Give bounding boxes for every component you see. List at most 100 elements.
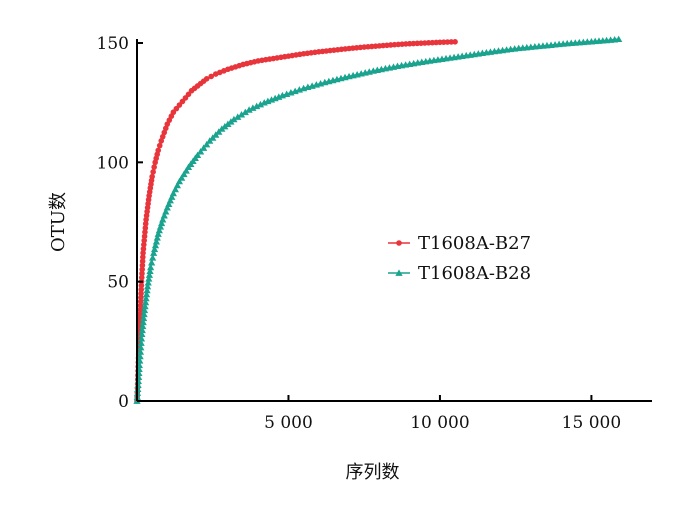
data-point (208, 73, 215, 80)
data-point (230, 115, 238, 123)
data-point (140, 250, 146, 256)
data-point (140, 314, 148, 322)
data-point (150, 245, 159, 253)
data-point (138, 286, 145, 293)
data-point (138, 290, 144, 297)
data-point (142, 294, 150, 302)
y-tick-label: 0 (118, 392, 129, 412)
data-point (138, 330, 146, 338)
data-point (138, 274, 145, 281)
data-point (249, 104, 257, 111)
data-point (234, 113, 242, 120)
data-point (141, 302, 149, 310)
data-point (155, 147, 162, 154)
data-point (137, 298, 144, 305)
legend-label: T1608A-B27 (418, 233, 531, 254)
data-point (141, 237, 147, 244)
x-tick-label: 10 000 (410, 413, 469, 433)
legend: T1608A-B27 T1608A-B28 (388, 233, 531, 284)
data-point (180, 170, 188, 178)
y-tick-label: 150 (97, 34, 129, 54)
data-point (154, 230, 162, 237)
data-point (140, 306, 149, 314)
data-point (148, 258, 156, 266)
data-point (182, 167, 190, 174)
data-point (144, 282, 152, 290)
data-point (147, 263, 155, 271)
data-point (156, 142, 163, 149)
data-point (145, 271, 154, 278)
data-point (139, 322, 147, 330)
data-point (241, 108, 249, 116)
data-point (141, 233, 148, 240)
data-point (139, 270, 145, 277)
data-point (140, 310, 148, 318)
data-point (151, 241, 160, 249)
axes: 0 50 100 150 5 000 10 000 15 000 序列数 OTU数 (48, 34, 652, 483)
series-layer (133, 35, 623, 404)
data-point (153, 234, 161, 241)
x-axis-label: 序列数 (346, 462, 400, 483)
data-point (142, 290, 151, 298)
data-point (137, 339, 145, 346)
legend-label: T1608A-B28 (418, 263, 531, 284)
data-point (142, 220, 149, 227)
data-point (162, 208, 170, 215)
data-point (175, 177, 184, 185)
data-point (256, 100, 265, 108)
data-point (149, 173, 155, 180)
data-point (136, 348, 145, 355)
data-point (137, 302, 144, 309)
x-tick-label: 5 000 (264, 413, 313, 433)
data-point (151, 164, 157, 170)
data-point (253, 102, 261, 110)
data-point (140, 254, 146, 260)
data-point (137, 335, 146, 342)
data-point (152, 237, 160, 245)
data-point (237, 111, 246, 118)
y-tick-label: 50 (107, 273, 129, 293)
legend-marker (395, 269, 403, 276)
data-point (200, 144, 208, 151)
data-point (141, 241, 147, 248)
series-T1608A-B28 (133, 35, 623, 404)
x-tick-label: 15 000 (562, 413, 621, 433)
data-point (149, 254, 157, 261)
data-point (160, 212, 168, 219)
legend-item-2: T1608A-B28 (388, 263, 531, 284)
data-point (178, 174, 186, 181)
data-point (139, 318, 147, 326)
series-line (136, 38, 619, 402)
data-point (144, 279, 152, 286)
data-point (169, 189, 177, 197)
data-point (150, 249, 158, 256)
data-point (139, 258, 146, 265)
data-point (159, 216, 167, 223)
data-point (173, 181, 181, 189)
data-point (156, 223, 165, 230)
y-axis-label: OTU数 (48, 192, 69, 252)
data-point (137, 306, 144, 313)
data-point (139, 262, 146, 269)
data-point (138, 282, 145, 289)
y-tick-label: 100 (97, 153, 129, 173)
data-point (245, 106, 253, 113)
data-point (142, 225, 149, 231)
data-point (138, 326, 146, 334)
data-point (141, 298, 150, 306)
data-point (143, 286, 151, 294)
data-point (142, 229, 148, 235)
data-point (137, 343, 145, 351)
data-point (165, 200, 173, 207)
data-point (163, 204, 171, 211)
data-point (166, 196, 174, 204)
data-point (452, 39, 458, 45)
data-point (138, 294, 144, 301)
data-point (197, 147, 205, 155)
data-point (136, 352, 144, 360)
data-point (145, 275, 153, 282)
data-point (146, 267, 154, 275)
data-point (168, 193, 176, 200)
data-point (155, 226, 163, 234)
